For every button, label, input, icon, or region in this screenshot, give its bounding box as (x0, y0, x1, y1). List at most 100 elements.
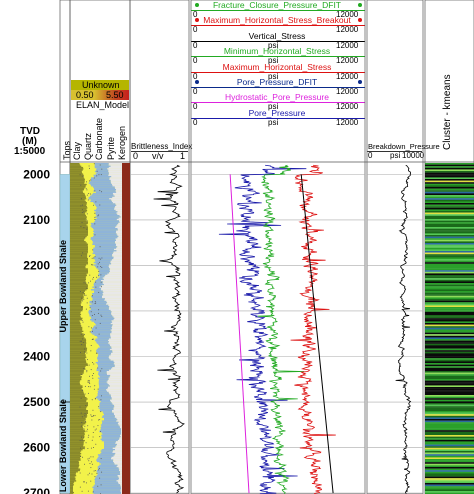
cluster-band (425, 308, 474, 311)
elan-pyrite (118, 424, 122, 426)
elan-clay (70, 373, 83, 375)
elan-quartz-stipple (99, 190, 101, 192)
elan-clay (70, 428, 84, 430)
elan-clay (70, 224, 87, 226)
elan-pyrite (119, 221, 122, 223)
elan-clay (70, 302, 82, 304)
elan-pyrite (111, 347, 122, 349)
elan-clay (70, 265, 86, 268)
elan-clay (70, 354, 86, 356)
elan-carbonate (102, 421, 119, 424)
stress-curve-unit: psi (268, 71, 279, 81)
elan-quartz-stipple (91, 301, 93, 303)
stress-curve-max: 12000 (336, 10, 359, 19)
elan-clay (70, 315, 81, 317)
cluster-band (425, 420, 474, 423)
elan-clay (70, 465, 79, 468)
stress-curve-line (191, 102, 365, 104)
elan-clay (70, 471, 78, 473)
cluster-band (425, 287, 474, 290)
elan-carbonate (96, 459, 114, 461)
cluster-band (425, 238, 474, 240)
cluster-band (425, 492, 474, 494)
cluster-band (425, 199, 474, 202)
elan-clay (70, 274, 87, 277)
cluster-band (425, 412, 474, 415)
elan-carbonate (88, 312, 112, 314)
elan-clay (70, 252, 88, 255)
elan-clay (70, 454, 81, 456)
elan-quartz-stipple (88, 255, 90, 257)
elan-clay (70, 412, 88, 414)
elan-clay (70, 395, 86, 398)
elan-quartz-stipple (100, 411, 102, 413)
elan-carbonate (94, 246, 118, 248)
elan-pyrite (115, 187, 122, 190)
elan-quartz-stipple (88, 180, 90, 182)
elan-carbonate (92, 243, 116, 245)
cluster-band (425, 334, 474, 336)
cluster-band (425, 223, 474, 226)
elan-pyrite (103, 283, 122, 286)
elan-clay (70, 291, 85, 294)
cluster-band (425, 428, 474, 431)
stress-curve-title: Vertical_Stress (248, 30, 306, 41)
elan-carbonate (93, 325, 113, 327)
cluster-band (425, 275, 474, 277)
cluster-band (425, 433, 474, 436)
elan-carbonate (95, 397, 112, 399)
cluster-band (425, 478, 474, 480)
elan-pyrite (110, 374, 122, 377)
elan-pyrite (108, 164, 122, 166)
elan-quartz-stipple (93, 177, 95, 179)
elan-clay (70, 183, 87, 186)
elan-clay (70, 429, 85, 431)
elan-clay (70, 477, 76, 479)
stress-curve-title: Hydrostatic_Pore_Pressure (225, 92, 329, 103)
elan-clay (70, 491, 74, 494)
elan-carbonate (101, 437, 120, 439)
elan-quartz-stipple (87, 199, 89, 201)
stress-curve-min: 0 (193, 117, 198, 127)
elan-quartz-stipple (81, 439, 83, 441)
elan-clay (70, 192, 85, 195)
elan-clay (70, 181, 85, 183)
elan-clay (70, 319, 82, 321)
elan-carbonate (93, 202, 113, 204)
elan-carbonate (97, 352, 111, 355)
elan-carbonate (96, 369, 110, 372)
elan-pyrite (108, 356, 122, 359)
elan-carbonate (99, 376, 110, 378)
elan-carbonate (98, 381, 107, 383)
elan-clay (70, 432, 85, 434)
elan-pyrite (110, 333, 122, 335)
cluster-band (425, 214, 474, 216)
elan-quartz-stipple (86, 228, 88, 230)
tops-zone-label: Lower Bowland Shale (58, 399, 68, 492)
track-frame (190, 0, 366, 494)
elan-quartz-stipple (83, 298, 85, 300)
elan-pyrite (119, 215, 122, 217)
elan-clay (70, 443, 84, 446)
elan-clay (70, 449, 83, 451)
cluster-band (425, 393, 474, 396)
cluster-band (425, 343, 474, 346)
elan-pyrite (121, 428, 122, 430)
elan-pyrite (117, 229, 122, 231)
elan-pyrite (114, 317, 122, 320)
elan-carbonate (93, 264, 110, 266)
elan-carbonate (97, 355, 110, 357)
elan-pyrite (119, 468, 122, 470)
elan-pyrite (116, 250, 122, 252)
elan-quartz-stipple (94, 190, 96, 192)
elan-pyrite (111, 330, 122, 333)
elan-quartz-stipple (88, 434, 90, 436)
elan-quartz-stipple (87, 448, 89, 450)
elan-quartz-stipple (87, 381, 89, 383)
elan-clay (70, 237, 86, 239)
elan-quartz-stipple (82, 321, 84, 323)
elan-carbonate (99, 378, 109, 381)
cluster-band (425, 396, 474, 399)
elan-carbonate (89, 181, 111, 183)
elan-carbonate (93, 326, 112, 329)
